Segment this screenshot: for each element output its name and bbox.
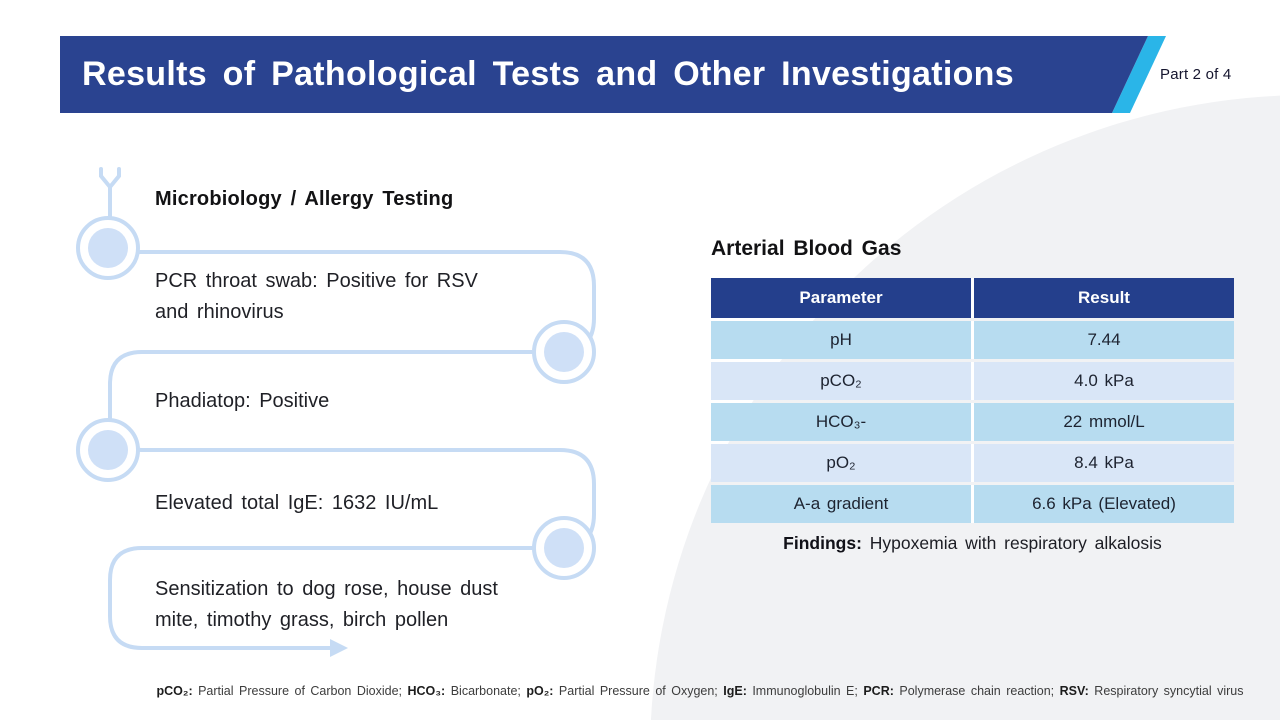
- footer-abbr-desc: Respiratory syncytial virus: [1088, 684, 1244, 698]
- result-cell: 7.44: [974, 321, 1234, 359]
- abg-table-body: pH 7.44 pCO₂ 4.0 kPa HCO₃- 22 mmol/L pO₂ 8.4 kP…: [711, 321, 1234, 523]
- page-title: Results of Pathological Tests and Other …: [82, 55, 1014, 93]
- footer-abbreviations: pCO₂: Partial Pressure of Carbon Dioxide…: [140, 684, 1260, 698]
- title-banner: Results of Pathological Tests and Other …: [60, 36, 1148, 113]
- footer-abbr-desc: Immunoglobulin E;: [746, 684, 864, 698]
- result-cell: 22 mmol/L: [974, 403, 1234, 441]
- table-row: pO₂ 8.4 kPa: [711, 444, 1234, 482]
- table-row: HCO₃- 22 mmol/L: [711, 403, 1234, 441]
- table-row: A-a gradient 6.6 kPa (Elevated): [711, 485, 1234, 523]
- findings-line: Findings: Hypoxemia with respiratory alk…: [711, 533, 1234, 554]
- findings-label: Findings:: [783, 533, 862, 553]
- footer-abbr-desc: Bicarbonate;: [445, 684, 527, 698]
- footer-abbr-desc: Partial Pressure of Carbon Dioxide;: [192, 684, 408, 698]
- footer-abbr-label: pO₂:: [526, 684, 554, 698]
- footer-abbr-label: IgE:: [723, 684, 747, 698]
- microbiology-item: Phadiatop: Positive: [155, 390, 330, 412]
- footer-abbr-label: HCO₃:: [407, 684, 446, 698]
- flow-node-circles: [76, 216, 596, 580]
- microbiology-item: PCR throat swab: Positive for RSV and rh…: [155, 270, 478, 323]
- parameter-cell: HCO₃-: [711, 403, 974, 441]
- flow-arrowhead: [330, 639, 348, 657]
- abg-table: Parameter Result pH 7.44 pCO₂ 4.0 kPa HCO₃- 2…: [711, 278, 1234, 523]
- column-header-result: Result: [1078, 288, 1130, 307]
- result-cell: 8.4 kPa: [974, 444, 1234, 482]
- footer-abbr-label: pCO₂:: [156, 684, 193, 698]
- microbiology-heading: Microbiology / Allergy Testing: [155, 188, 454, 210]
- microbiology-item: Elevated total IgE: 1632 IU/mL: [155, 492, 439, 514]
- footer-abbr-desc: Polymerase chain reaction;: [893, 684, 1060, 698]
- table-row: pH 7.44: [711, 321, 1234, 359]
- result-cell: 4.0 kPa: [974, 362, 1234, 400]
- parameter-cell: pCO₂: [711, 362, 974, 400]
- microbiology-item: Sensitization to dog rose, house dust mi…: [155, 578, 498, 631]
- footer-abbr-desc: Partial Pressure of Oxygen;: [553, 684, 724, 698]
- flow-start-marker: [99, 167, 121, 191]
- table-row: pCO₂ 4.0 kPa: [711, 362, 1234, 400]
- findings-text: Hypoxemia with respiratory alkalosis: [869, 533, 1162, 553]
- part-label: Part 2 of 4: [1160, 66, 1232, 83]
- result-cell: 6.6 kPa (Elevated): [974, 485, 1234, 523]
- footer-abbr-label: PCR:: [863, 684, 894, 698]
- parameter-cell: A-a gradient: [711, 485, 974, 523]
- abg-heading: Arterial Blood Gas: [711, 237, 902, 260]
- abg-header-row: Parameter Result: [711, 278, 1234, 318]
- column-header-parameter: Parameter: [711, 278, 974, 318]
- parameter-cell: pO₂: [711, 444, 974, 482]
- footer-abbr-label: RSV:: [1059, 684, 1089, 698]
- parameter-cell: pH: [711, 321, 974, 359]
